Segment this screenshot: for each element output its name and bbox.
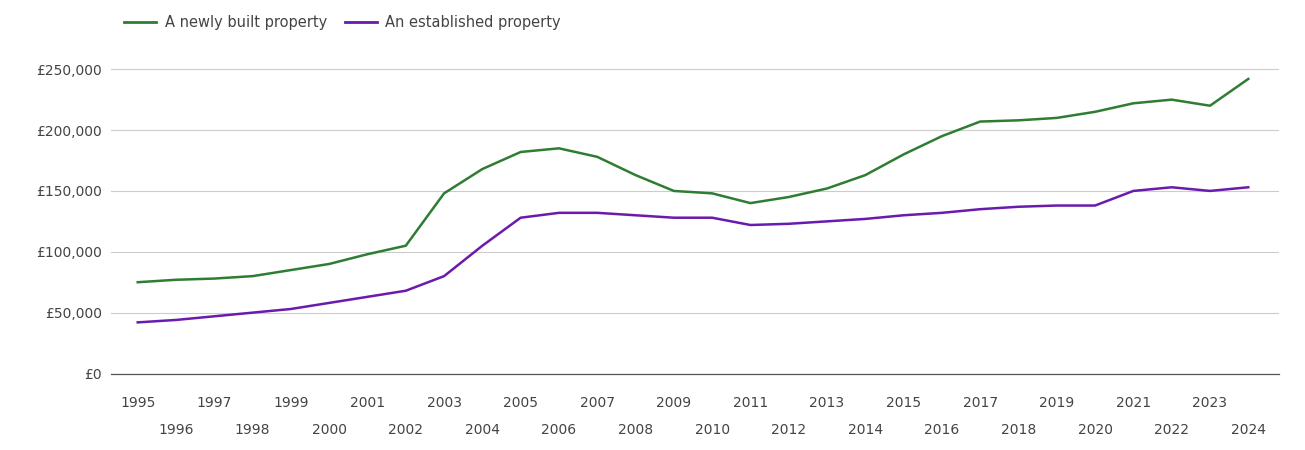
Text: 2008: 2008 (619, 423, 652, 437)
Text: 2012: 2012 (771, 423, 806, 437)
Text: 2020: 2020 (1078, 423, 1113, 437)
Text: 2000: 2000 (312, 423, 347, 437)
Text: 2011: 2011 (733, 396, 769, 410)
Text: 1997: 1997 (197, 396, 232, 410)
Text: 2009: 2009 (656, 396, 692, 410)
Text: 2001: 2001 (350, 396, 385, 410)
Text: 2023: 2023 (1193, 396, 1228, 410)
Text: 2021: 2021 (1116, 396, 1151, 410)
Text: 2003: 2003 (427, 396, 462, 410)
Text: 1995: 1995 (120, 396, 155, 410)
Text: 2013: 2013 (809, 396, 844, 410)
Text: 2010: 2010 (694, 423, 729, 437)
Text: 2019: 2019 (1039, 396, 1074, 410)
Text: 1999: 1999 (273, 396, 309, 410)
Text: 2016: 2016 (924, 423, 959, 437)
Text: 2007: 2007 (579, 396, 615, 410)
Text: 2018: 2018 (1001, 423, 1036, 437)
Text: 2017: 2017 (963, 396, 998, 410)
Text: 2022: 2022 (1154, 423, 1189, 437)
Text: 1998: 1998 (235, 423, 270, 437)
Text: 1996: 1996 (158, 423, 193, 437)
Text: 2005: 2005 (504, 396, 538, 410)
Legend: A newly built property, An established property: A newly built property, An established p… (119, 9, 566, 36)
Text: 2024: 2024 (1231, 423, 1266, 437)
Text: 2004: 2004 (465, 423, 500, 437)
Text: 2015: 2015 (886, 396, 921, 410)
Text: 2002: 2002 (389, 423, 423, 437)
Text: 2006: 2006 (542, 423, 577, 437)
Text: 2014: 2014 (848, 423, 883, 437)
